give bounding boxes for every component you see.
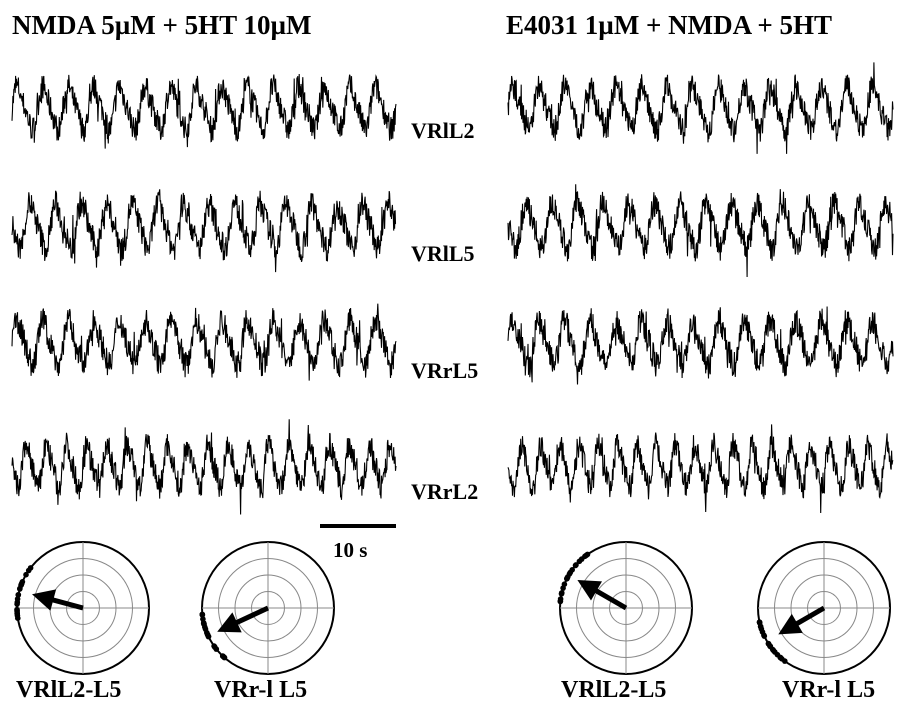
phase-point bbox=[14, 596, 21, 602]
phase-point bbox=[565, 574, 571, 580]
panel-left-title: NMDA 5µM + 5HT 10µM bbox=[12, 10, 312, 40]
trace-label-vrll5: VRlL5 bbox=[411, 241, 475, 266]
trace-vrrl2-panel-2 bbox=[507, 424, 894, 514]
mean-vector-arrowhead bbox=[577, 580, 602, 601]
phase-point bbox=[15, 592, 22, 598]
polar-label-2: VRr-l L5 bbox=[214, 677, 308, 703]
phase-point bbox=[757, 623, 764, 630]
mean-vector-arrowhead bbox=[32, 589, 57, 611]
phase-point bbox=[572, 562, 579, 569]
trace-label-vrrl2: VRrL2 bbox=[411, 479, 479, 504]
phase-point bbox=[205, 633, 212, 640]
phase-point bbox=[769, 646, 776, 653]
phase-point bbox=[17, 585, 23, 592]
phase-point bbox=[765, 640, 772, 647]
mean-vector-arrowhead bbox=[778, 613, 803, 635]
panel-right-title: E4031 1µM + NMDA + 5HT bbox=[506, 10, 833, 40]
phase-point bbox=[18, 581, 25, 587]
polar-label-3: VRlL2-L5 bbox=[561, 677, 667, 703]
phase-point bbox=[199, 611, 206, 618]
phase-point bbox=[560, 585, 566, 591]
phase-point bbox=[774, 651, 781, 658]
phase-point bbox=[14, 601, 20, 607]
polar-plot-2 bbox=[199, 541, 335, 675]
polar-plot-1 bbox=[14, 541, 150, 675]
trace-vrrl5-panel-1 bbox=[11, 303, 397, 381]
phase-point bbox=[756, 619, 763, 625]
mean-vector-arrowhead bbox=[217, 612, 242, 633]
trace-label-vrll2: VRlL2 bbox=[411, 118, 475, 143]
phase-point bbox=[14, 615, 21, 621]
polar-plots bbox=[14, 541, 891, 675]
ventral-root-traces bbox=[11, 62, 894, 515]
phase-point bbox=[200, 620, 207, 626]
phase-point bbox=[583, 552, 589, 559]
trace-vrll5-panel-2 bbox=[507, 184, 894, 278]
trace-vrll5-panel-1 bbox=[11, 189, 397, 273]
trace-vrll2-panel-1 bbox=[11, 73, 397, 149]
polar-label-1: VRlL2-L5 bbox=[16, 677, 122, 703]
trace-label-vrrl5: VRrL5 bbox=[411, 358, 479, 383]
phase-point bbox=[23, 571, 29, 578]
phase-point bbox=[576, 558, 583, 565]
trace-vrll2-panel-2 bbox=[507, 62, 894, 154]
phase-point bbox=[557, 598, 564, 604]
phase-point bbox=[14, 609, 20, 615]
trace-vrrl2-panel-1 bbox=[11, 419, 397, 515]
phase-point bbox=[211, 643, 217, 649]
phase-point bbox=[220, 653, 226, 659]
scale-bar-label: 10 s bbox=[333, 538, 368, 562]
polar-plot-4 bbox=[756, 541, 891, 675]
phase-point bbox=[27, 565, 34, 571]
polar-plot-3 bbox=[557, 541, 693, 675]
phase-point bbox=[759, 629, 766, 635]
phase-point bbox=[558, 591, 565, 597]
trace-vrrl5-panel-2 bbox=[507, 306, 894, 385]
polar-label-4: VRr-l L5 bbox=[782, 677, 876, 703]
phase-point bbox=[569, 567, 575, 573]
